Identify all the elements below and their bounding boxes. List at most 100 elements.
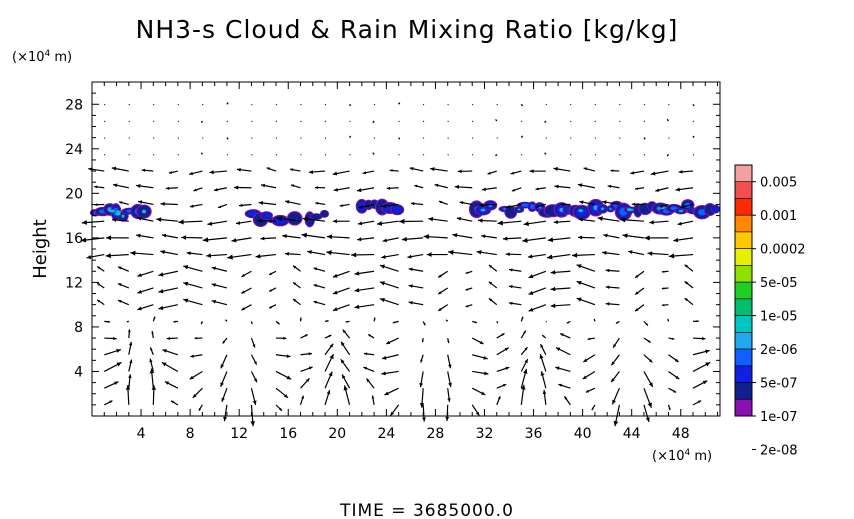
wind-arrow: [80, 237, 105, 243]
wind-arrow: [130, 250, 154, 256]
wind-arrow: [292, 265, 301, 272]
wind-arrow: [189, 203, 203, 208]
wind-arrow-head: [438, 307, 442, 311]
wind-arrow-head: [342, 374, 346, 379]
wind-arrow: [313, 300, 326, 306]
wind-arrow: [290, 184, 301, 189]
cloud-contour-fill: [679, 210, 683, 212]
wind-arrow: [496, 395, 501, 406]
wind-arrow: [285, 200, 301, 206]
wind-arrow: [447, 120, 449, 123]
wind-arrow: [692, 336, 706, 341]
wind-arrow-head: [266, 167, 270, 171]
colorbar-label: 0.005: [760, 176, 797, 191]
wind-arrow: [398, 120, 400, 123]
wind-arrow-head: [151, 331, 154, 334]
wind-arrow-head: [635, 291, 639, 295]
wind-arrow-head: [422, 417, 426, 422]
wind-arrow-head: [539, 354, 544, 359]
wind-arrow: [354, 304, 375, 310]
wind-arrow: [324, 103, 327, 106]
wind-arrow-head: [358, 205, 363, 209]
wind-arrow-head: [332, 290, 338, 295]
wind-arrow-head: [354, 304, 360, 310]
wind-arrow-head: [550, 270, 556, 275]
wind-arrow-head: [555, 366, 560, 371]
wind-arrow: [472, 370, 489, 376]
wind-arrow-head: [671, 337, 675, 340]
wind-arrow: [251, 154, 253, 156]
colorbar-swatch: [734, 365, 753, 383]
wind-arrow-head: [127, 329, 131, 333]
wind-arrow: [692, 154, 695, 156]
wind-arrow: [602, 200, 620, 206]
wind-arrow-head: [607, 184, 612, 188]
wind-arrow-head: [226, 102, 229, 105]
wind-arrow: [522, 237, 546, 243]
wind-arrow-head: [282, 234, 287, 239]
wind-arrow: [576, 297, 596, 306]
wind-arrow-head: [308, 366, 313, 370]
wind-arrow-head: [448, 249, 454, 255]
wind-arrow: [497, 220, 522, 226]
wind-arrow-head: [459, 201, 464, 205]
wind-arrow-head: [495, 119, 498, 122]
wind-arrow-head: [523, 221, 529, 227]
wind-arrow-head: [153, 316, 156, 319]
wind-arrow-head: [128, 374, 132, 379]
wind-arrow: [275, 370, 292, 380]
wind-arrow: [643, 354, 653, 363]
wind-arrow-head: [158, 272, 164, 277]
wind-arrow: [471, 120, 474, 123]
x-tick-label: 16: [279, 426, 297, 442]
wind-arrow: [619, 217, 644, 223]
wind-arrow-head: [236, 168, 241, 172]
wind-arrow: [136, 233, 154, 239]
wind-arrow: [160, 201, 178, 206]
wind-arrow: [422, 103, 425, 106]
wind-arrow-head: [505, 366, 510, 371]
wind-arrow: [610, 371, 620, 383]
wind-arrow-head: [116, 348, 121, 353]
wind-arrow: [351, 252, 375, 258]
wind-arrow: [326, 234, 350, 240]
wind-arrow: [299, 317, 302, 322]
wind-arrow: [324, 353, 334, 372]
wind-arrow: [523, 220, 546, 227]
wind-arrow: [452, 233, 473, 239]
wind-arrow: [300, 120, 302, 123]
wind-arrow-head: [578, 217, 583, 222]
wind-arrow: [313, 284, 326, 289]
wind-arrow: [103, 154, 106, 156]
cloud-contour-fill: [517, 208, 521, 211]
wind-arrow-head: [647, 339, 651, 343]
wind-arrow-head: [137, 200, 143, 204]
wind-arrow: [554, 184, 571, 189]
wind-arrow: [471, 387, 486, 396]
wind-arrow: [117, 266, 130, 272]
wind-arrow: [566, 320, 571, 324]
wind-arrow: [149, 358, 154, 372]
wind-arrow-head: [381, 254, 386, 259]
wind-arrow-head: [675, 187, 680, 192]
y-unit-suffix: m): [50, 50, 72, 65]
wind-arrow: [545, 321, 547, 323]
wind-arrow: [593, 318, 596, 322]
wind-arrow: [324, 137, 327, 139]
wind-arrow: [471, 404, 480, 416]
wind-arrow-head: [603, 233, 608, 238]
wind-arrow: [668, 354, 679, 363]
wind-arrow: [152, 120, 155, 123]
wind-arrow-head: [692, 104, 695, 107]
wind-arrow: [668, 103, 670, 106]
wind-arrow: [226, 137, 229, 140]
wind-arrow-head: [430, 167, 435, 172]
wind-arrow: [661, 303, 669, 307]
wind-arrow-head: [661, 303, 665, 307]
wind-arrow-head: [564, 396, 568, 400]
wind-arrow: [373, 137, 376, 139]
wind-arrow-head: [508, 285, 513, 289]
wind-arrow-head: [553, 167, 558, 171]
wind-arrow: [535, 187, 546, 191]
wind-arrow: [177, 137, 180, 139]
